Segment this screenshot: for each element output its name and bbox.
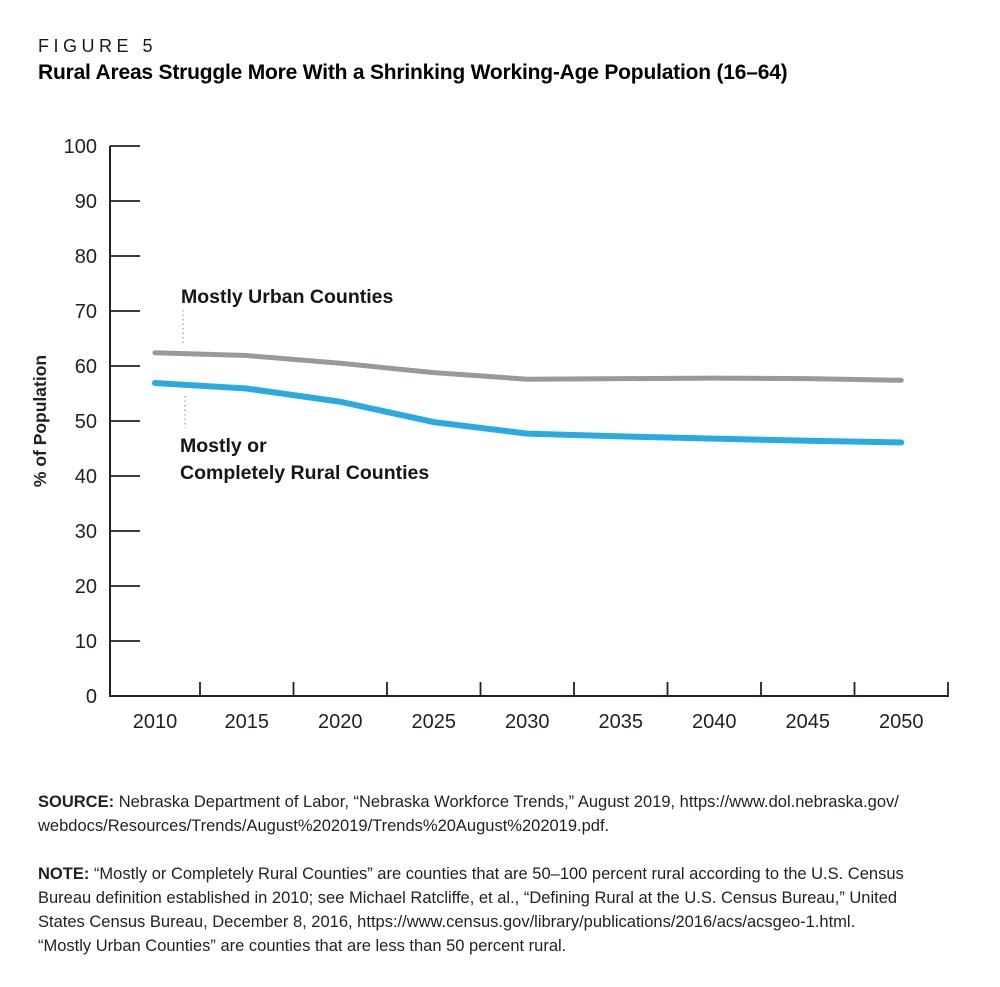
x-tick-label: 2050 <box>879 711 924 733</box>
x-tick-label: 2040 <box>692 711 737 733</box>
source-label: SOURCE: <box>38 793 115 811</box>
y-tick-label: 100 <box>64 136 97 158</box>
x-tick-label: 2020 <box>318 711 363 733</box>
y-tick-label: 60 <box>75 356 97 378</box>
series-annotation-urban: Mostly Urban Counties <box>181 286 394 308</box>
y-tick-label: 10 <box>75 631 97 653</box>
y-tick-label: 20 <box>75 576 97 598</box>
y-tick-label: 0 <box>86 686 97 708</box>
series-line-urban <box>152 350 904 383</box>
note-label: NOTE: <box>38 865 90 883</box>
source-caption: SOURCE: Nebraska Department of Labor, “N… <box>38 790 966 838</box>
x-tick-label: 2030 <box>505 711 550 733</box>
series-line-rural <box>152 380 905 446</box>
x-tick-label: 2035 <box>599 711 644 733</box>
y-tick-label: 40 <box>75 466 97 488</box>
y-tick-label: 90 <box>75 191 97 213</box>
y-tick-label: 70 <box>75 301 97 323</box>
series-annotation-rural: Completely Rural Counties <box>180 462 429 484</box>
x-tick-label: 2025 <box>412 711 457 733</box>
y-axis-title: % of Population <box>30 355 50 487</box>
source-body: Nebraska Department of Labor, “Nebraska … <box>38 793 899 835</box>
y-tick-label: 80 <box>75 246 97 268</box>
figure-title: Rural Areas Struggle More With a Shrinki… <box>38 61 788 84</box>
y-tick-label: 50 <box>75 411 97 433</box>
note-body: “Mostly or Completely Rural Counties” ar… <box>38 865 904 955</box>
x-tick-label: 2015 <box>225 711 270 733</box>
x-tick-label: 2010 <box>133 711 178 733</box>
series-annotation-rural: Mostly or <box>180 435 267 457</box>
note-caption: NOTE: “Mostly or Completely Rural Counti… <box>38 862 966 958</box>
x-tick-label: 2045 <box>786 711 831 733</box>
figure-kicker: FIGURE 5 <box>38 36 158 56</box>
y-tick-label: 30 <box>75 521 97 543</box>
